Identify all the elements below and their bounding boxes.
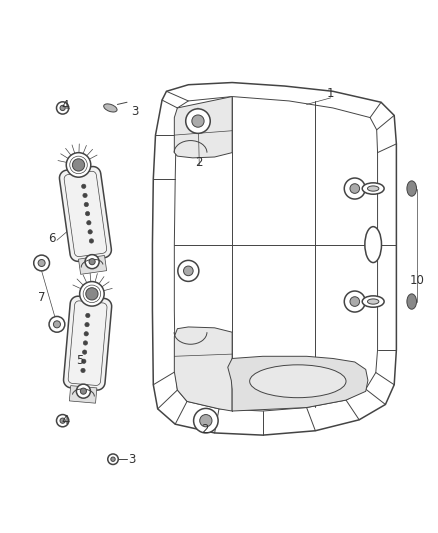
Circle shape [82, 350, 87, 354]
Text: 2: 2 [201, 423, 208, 436]
Text: 1: 1 [327, 87, 335, 100]
Polygon shape [64, 296, 112, 390]
Circle shape [350, 297, 360, 306]
Ellipse shape [250, 365, 346, 398]
Circle shape [60, 418, 65, 423]
Circle shape [350, 184, 360, 193]
Circle shape [34, 255, 49, 271]
Polygon shape [69, 386, 97, 403]
Ellipse shape [407, 294, 417, 309]
Polygon shape [228, 356, 368, 411]
Circle shape [87, 221, 91, 225]
Circle shape [344, 291, 365, 312]
Circle shape [86, 288, 98, 300]
Circle shape [178, 260, 199, 281]
Circle shape [60, 106, 65, 110]
Circle shape [80, 388, 86, 394]
Circle shape [57, 102, 69, 114]
Circle shape [38, 260, 45, 266]
Circle shape [81, 184, 86, 189]
Text: 3: 3 [131, 104, 138, 117]
Circle shape [76, 384, 90, 398]
Ellipse shape [407, 181, 417, 196]
Circle shape [72, 159, 85, 171]
Circle shape [108, 454, 118, 464]
Circle shape [200, 415, 212, 427]
Ellipse shape [362, 296, 384, 307]
Circle shape [53, 321, 60, 328]
Circle shape [184, 266, 193, 276]
Circle shape [57, 415, 69, 427]
Text: 2: 2 [195, 156, 203, 169]
Polygon shape [174, 96, 232, 158]
Circle shape [344, 178, 365, 199]
Polygon shape [174, 96, 378, 411]
Circle shape [186, 109, 210, 133]
Circle shape [86, 313, 90, 318]
Circle shape [192, 115, 204, 127]
Circle shape [85, 322, 89, 327]
Polygon shape [60, 166, 111, 261]
Ellipse shape [367, 186, 379, 191]
Ellipse shape [365, 227, 381, 263]
Circle shape [49, 317, 65, 332]
Circle shape [84, 332, 88, 336]
Circle shape [81, 368, 85, 373]
Circle shape [80, 281, 104, 306]
Circle shape [83, 341, 88, 345]
Circle shape [85, 212, 90, 216]
Text: 7: 7 [38, 290, 46, 304]
Text: 4: 4 [61, 414, 69, 427]
Ellipse shape [104, 104, 117, 112]
Circle shape [89, 239, 94, 243]
Circle shape [81, 359, 86, 364]
Ellipse shape [367, 299, 379, 304]
Text: 4: 4 [61, 99, 69, 112]
Text: 10: 10 [410, 274, 424, 287]
Circle shape [83, 193, 87, 198]
Polygon shape [152, 83, 396, 435]
Text: 3: 3 [128, 453, 135, 466]
Polygon shape [174, 327, 232, 411]
Ellipse shape [362, 183, 384, 194]
Circle shape [66, 152, 91, 177]
Circle shape [84, 203, 88, 207]
Polygon shape [78, 255, 106, 274]
Circle shape [89, 259, 95, 265]
Circle shape [85, 255, 99, 269]
Text: 6: 6 [48, 231, 56, 245]
Text: 5: 5 [76, 354, 83, 367]
Circle shape [88, 230, 92, 234]
Circle shape [194, 408, 218, 433]
Circle shape [111, 457, 115, 462]
